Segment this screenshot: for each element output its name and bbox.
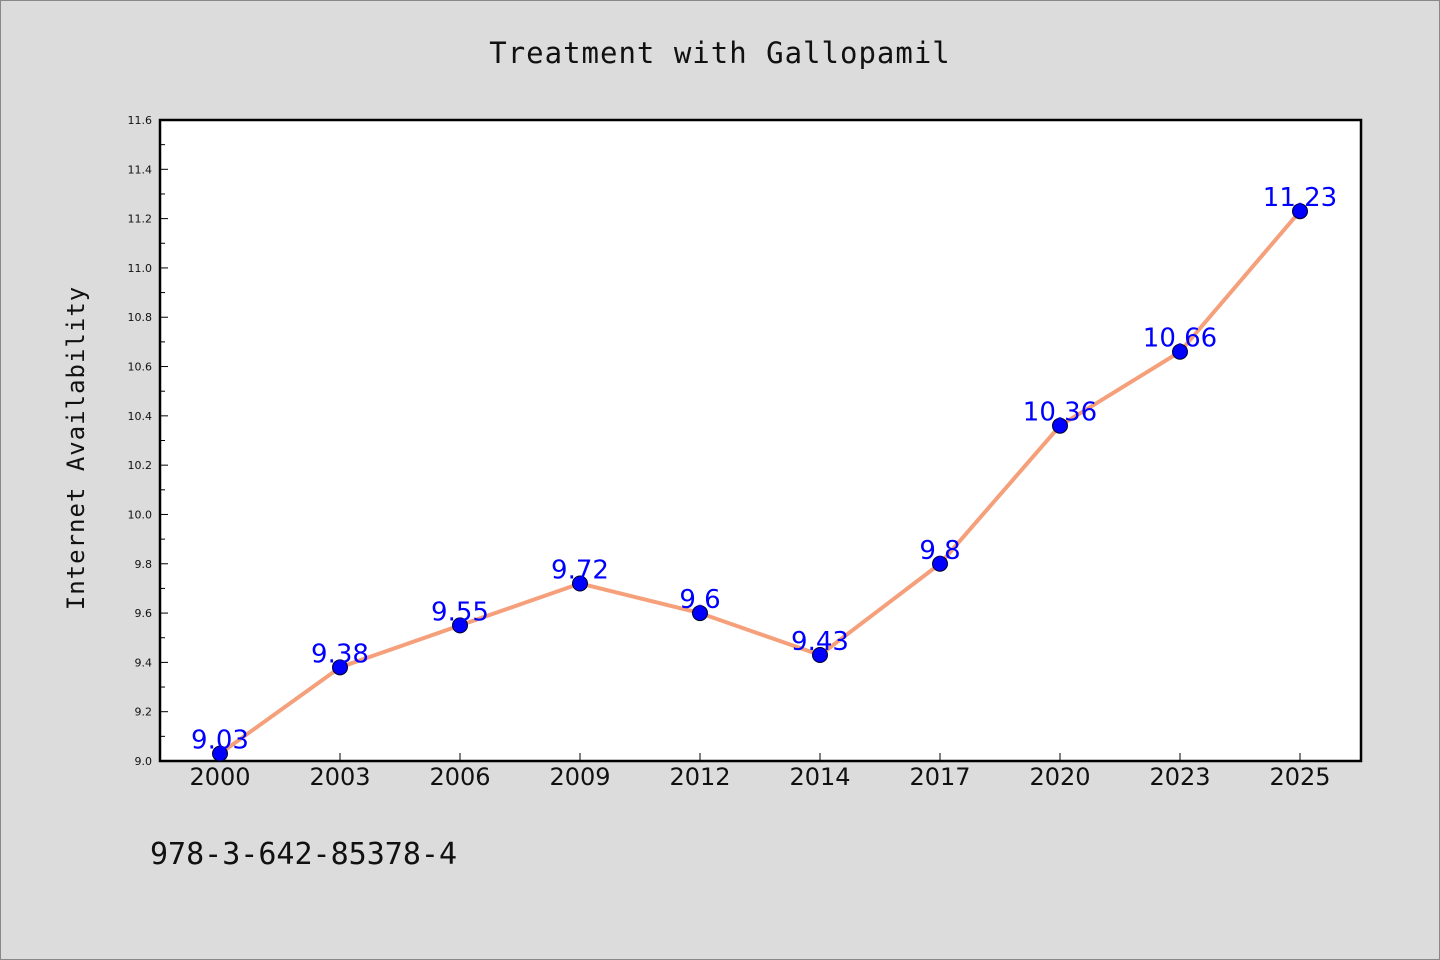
y-tick-label: 11.6: [128, 114, 153, 127]
data-point: [452, 617, 468, 634]
y-tick-label: 9.4: [135, 656, 153, 669]
data-label: 9.03: [191, 726, 249, 756]
data-label: 9.55: [431, 597, 489, 627]
x-tick-label: 2006: [429, 763, 490, 791]
y-tick-label: 10.8: [128, 311, 153, 324]
data-label: 10.36: [1023, 398, 1097, 428]
data-label: 9.6: [679, 585, 720, 615]
data-markers: [212, 203, 1308, 762]
x-tick-label: 2003: [309, 763, 370, 791]
y-axis-label: Internet Availability: [62, 286, 90, 610]
x-tick-label: 2012: [669, 763, 730, 791]
x-tick-label: 2000: [189, 763, 250, 791]
data-point: [1172, 343, 1188, 360]
chart-title: Treatment with Gallopamil: [489, 36, 951, 70]
y-tick-label: 10.2: [128, 459, 153, 472]
data-label: 9.72: [551, 555, 609, 585]
x-tick-label: 2025: [1269, 763, 1330, 791]
y-tick-label: 10.6: [128, 361, 153, 374]
y-tick-label: 11.4: [128, 163, 153, 176]
x-axis-ticks: 2000 2003 2006 2009 2012 2014 2017 2020 2023 2025: [189, 753, 1331, 791]
y-tick-label: 10.4: [128, 410, 153, 423]
y-tick-label: 9.6: [135, 607, 153, 620]
x-tick-label: 2014: [789, 763, 850, 791]
data-label: 9.38: [311, 639, 369, 669]
series-line: [218, 209, 1302, 756]
x-tick-label: 2009: [549, 763, 610, 791]
data-point: [212, 745, 228, 762]
data-label: 9.8: [919, 536, 960, 566]
data-labels: 9.03 9.38 9.55 9.72 9.6 9.43 9.8 10.36 10.66 11.2…: [191, 183, 1337, 755]
data-label: 10.66: [1143, 324, 1217, 354]
y-tick-label: 11.2: [128, 213, 153, 226]
data-point: [332, 659, 348, 676]
data-point: [572, 575, 588, 592]
data-label: 11.23: [1263, 183, 1337, 213]
x-tick-label: 2020: [1029, 763, 1090, 791]
series-line-group: [218, 209, 1302, 756]
data-label: 9.43: [791, 627, 849, 657]
x-tick-label: 2017: [909, 763, 970, 791]
y-tick-label: 11.0: [128, 262, 153, 275]
x-tick-label: 2023: [1149, 763, 1210, 791]
plot-area: [158, 118, 1363, 763]
y-tick-label: 9.2: [135, 706, 153, 719]
data-point: [932, 555, 948, 572]
data-point: [1052, 417, 1068, 434]
y-tick-label: 9.0: [135, 755, 153, 768]
data-point: [812, 646, 828, 663]
y-tick-label: 10.0: [128, 508, 153, 521]
y-tick-label: 9.8: [135, 558, 153, 571]
isbn-note: 978-3-642-85378-4: [150, 837, 457, 872]
y-axis-ticks: 9.0 9.2 9.4 9.6 9.8 10.0 10.2 10.4 10.6 10.8 11.0 1…: [128, 114, 168, 768]
data-point: [1292, 203, 1308, 220]
data-point: [692, 605, 708, 622]
